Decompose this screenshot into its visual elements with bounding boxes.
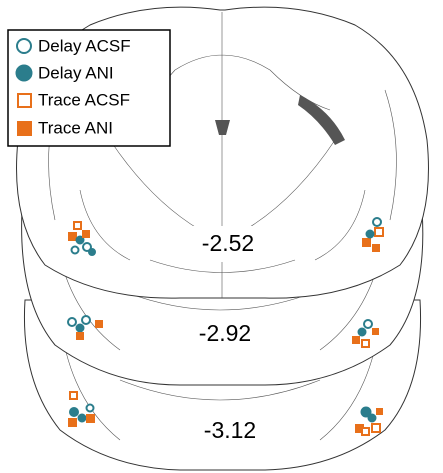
label-bg bbox=[178, 316, 273, 352]
legend-box bbox=[7, 29, 171, 147]
markers bbox=[67, 217, 384, 436]
legend: Delay ACSF Delay ANI Trace ACSF Trace AN… bbox=[7, 29, 171, 147]
legend-label: Delay ANI bbox=[38, 63, 114, 82]
legend-symbol bbox=[17, 121, 32, 136]
legend-symbol bbox=[15, 64, 33, 82]
legend-symbol bbox=[17, 93, 32, 108]
legend-label: Trace ANI bbox=[38, 118, 113, 137]
legend-label: Trace ACSF bbox=[38, 90, 130, 109]
section-label: -3.12 bbox=[204, 417, 256, 443]
section-label: -2.92 bbox=[199, 320, 251, 346]
section-label: -2.52 bbox=[202, 230, 254, 256]
label-bg bbox=[182, 413, 277, 449]
legend-symbol bbox=[16, 38, 32, 54]
label-bg bbox=[180, 226, 275, 262]
legend-label: Delay ACSF bbox=[38, 36, 131, 55]
